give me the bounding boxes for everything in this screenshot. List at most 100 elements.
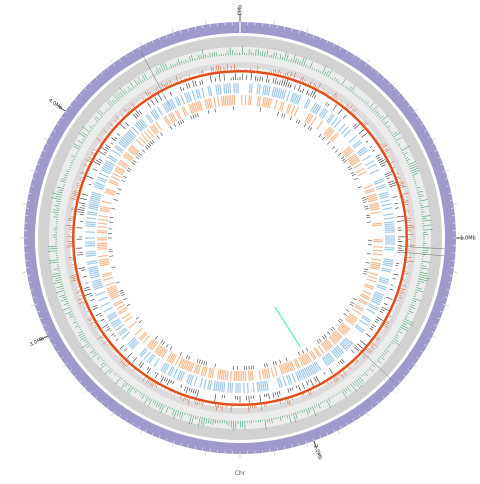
cds-reverse-gene <box>229 95 230 105</box>
rna-feature <box>111 143 113 144</box>
cds-reverse-gene <box>358 171 367 176</box>
inner-feature <box>324 335 327 338</box>
cds-forward-gene <box>248 383 249 393</box>
ideogram-major-tick <box>111 60 113 63</box>
ideogram-major-tick <box>140 42 142 46</box>
inner-feature <box>186 355 188 359</box>
cds-reverse-gene <box>97 247 107 248</box>
inner-feature <box>364 206 368 207</box>
cds-reverse-gene <box>175 357 180 366</box>
inner-feature <box>344 313 347 315</box>
ideogram-major-tick <box>84 391 87 394</box>
cds-forward-gene <box>265 381 267 391</box>
cds-forward-gene <box>383 261 393 263</box>
inner-feature <box>157 135 160 138</box>
cds-forward-gene <box>86 218 96 219</box>
cds-forward-gene <box>86 253 96 254</box>
rna-feature <box>105 147 109 150</box>
gc-content-spike <box>138 103 139 104</box>
cds-reverse-gene <box>250 95 251 105</box>
gc-content-spike <box>114 350 115 351</box>
cds-reverse-gene <box>274 100 277 110</box>
gc-content-spike <box>201 402 202 404</box>
inner-feature <box>161 133 163 136</box>
gc-content-spike <box>381 329 382 330</box>
cds-reverse-gene <box>372 254 382 255</box>
gc-content-spike <box>316 87 317 89</box>
rna-feature <box>275 78 276 84</box>
inner-feature <box>339 319 342 322</box>
cds-forward-gene <box>87 261 97 263</box>
rna-feature <box>195 81 197 86</box>
rna-feature <box>370 328 373 330</box>
cds-reverse-gene <box>249 371 250 381</box>
gc-content-spike <box>375 137 376 138</box>
rna-feature <box>277 81 278 85</box>
cds-forward-gene <box>359 320 367 326</box>
cds-forward-gene <box>287 91 290 100</box>
rna-feature <box>86 176 93 179</box>
inner-feature <box>170 347 172 350</box>
rna-feature <box>338 109 342 115</box>
cds-forward-gene <box>384 224 394 225</box>
cds-forward-gene <box>383 263 393 265</box>
rna-feature <box>351 350 354 353</box>
inner-feature <box>197 113 198 117</box>
cds-forward-gene <box>292 373 296 382</box>
inner-feature <box>136 317 139 319</box>
inner-feature <box>351 172 354 174</box>
rna-feature <box>377 157 380 159</box>
rna-feature <box>342 359 345 362</box>
cds-forward-gene <box>259 84 260 94</box>
cds-reverse-gene <box>371 259 381 261</box>
rna-feature <box>316 376 320 383</box>
rna-feature <box>164 378 166 382</box>
gc-content-spike <box>360 120 361 121</box>
gc-content-spike <box>347 107 349 109</box>
ideogram-major-tick <box>415 365 418 367</box>
gc-content-spike <box>403 280 405 281</box>
gc-content-spike <box>110 128 112 129</box>
cds-forward-gene <box>216 381 218 391</box>
position-label: 0Mb <box>238 5 244 16</box>
cds-forward-gene <box>157 107 162 115</box>
inner-feature <box>366 215 370 216</box>
rna-feature <box>219 74 220 82</box>
rna-feature <box>384 303 388 305</box>
inner-feature <box>111 208 115 209</box>
rna-feature <box>151 99 155 105</box>
inner-feature <box>116 282 120 283</box>
cds-forward-gene <box>181 95 185 104</box>
inner-feature <box>306 348 308 351</box>
rna-feature <box>215 394 216 401</box>
gc-content-spike <box>368 128 370 129</box>
cds-reverse-gene <box>294 107 298 116</box>
cds-forward-gene <box>230 383 231 393</box>
ideogram-major-tick <box>393 391 396 394</box>
inner-feature <box>298 120 300 124</box>
inner-feature <box>286 357 287 361</box>
cds-reverse-gene <box>214 97 216 107</box>
cds-forward-gene <box>224 84 225 94</box>
ideogram-major-tick <box>23 204 27 205</box>
cds-reverse-gene <box>259 96 260 106</box>
cds-reverse-gene <box>231 371 232 381</box>
cds-reverse-gene <box>233 95 234 105</box>
inner-feature <box>273 362 274 366</box>
gc-content-spike <box>150 381 151 383</box>
inner-feature <box>346 310 349 312</box>
inner-feature <box>342 159 345 161</box>
inner-feature <box>191 116 192 120</box>
inner-feature <box>366 217 370 218</box>
rna-feature <box>125 122 129 126</box>
cds-reverse-gene <box>105 282 114 285</box>
inner-feature <box>338 153 341 156</box>
cds-forward-gene <box>220 382 221 392</box>
cds-forward-gene <box>363 155 371 160</box>
inner-feature <box>282 113 283 117</box>
rna-feature <box>200 81 201 85</box>
rna-feature <box>269 393 270 399</box>
rna-feature <box>329 368 332 373</box>
cds-forward-gene <box>101 302 110 306</box>
rna-feature <box>184 386 186 391</box>
